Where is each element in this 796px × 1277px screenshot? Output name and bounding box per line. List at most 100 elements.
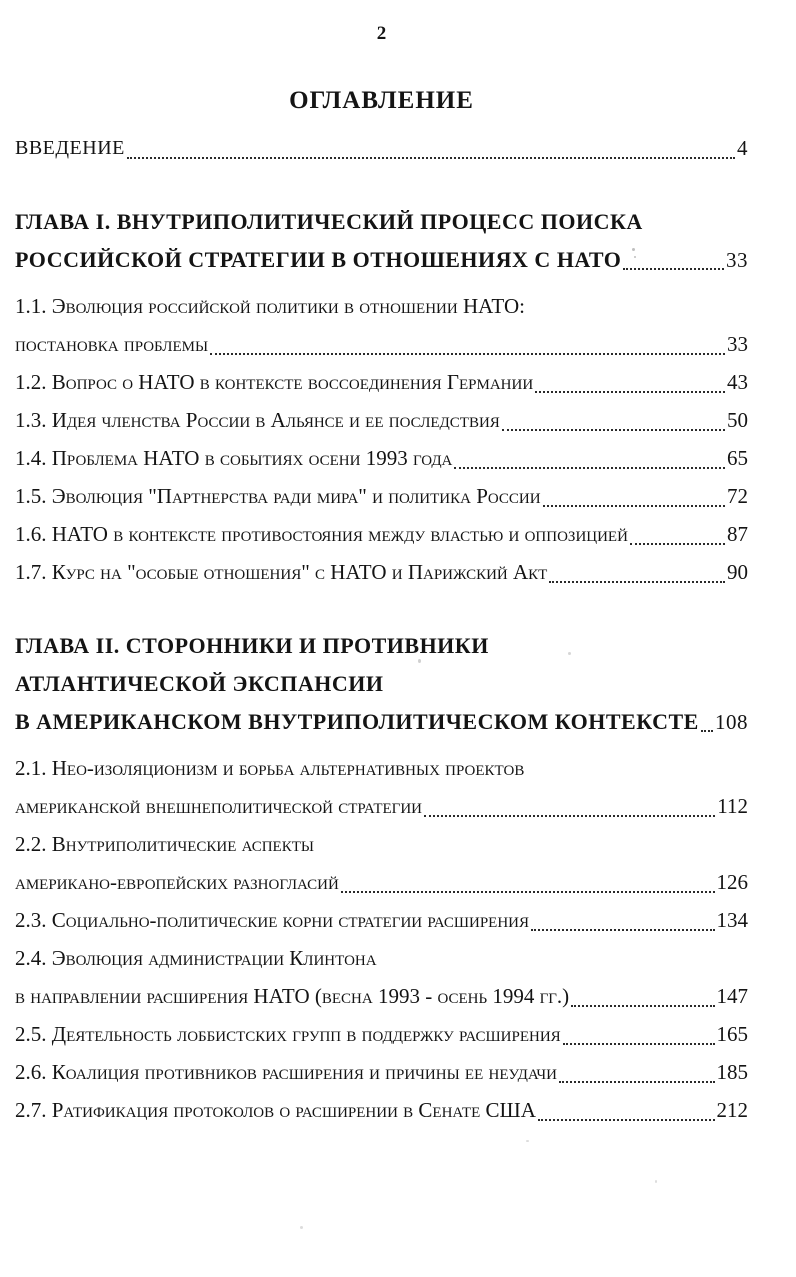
toc-entries: ВВЕДЕНИЕ 4 ГЛАВА I. ВНУТРИПОЛИТИЧЕСКИЙ ПРО… — [15, 129, 748, 1129]
toc-line: 1.2. Вопрос о НАТО в контексте воссоедин… — [15, 363, 748, 401]
toc-line: американской внешнеполитической стратеги… — [15, 787, 748, 825]
toc-line: РОССИЙСКОЙ СТРАТЕГИИ В ОТНОШЕНИЯХ С НАТО… — [15, 241, 748, 279]
toc-entry-section-2-7: 2.7. Ратификация протоколов о расширении… — [15, 1091, 748, 1129]
toc-line: 2.1. Нео-изоляционизм и борьба альтернат… — [15, 749, 748, 787]
toc-page-number: 165 — [716, 1022, 749, 1046]
dot-leader — [424, 815, 716, 817]
toc-line: ГЛАВА II. СТОРОННИКИ И ПРОТИВНИКИ — [15, 627, 748, 665]
dot-leader — [535, 391, 725, 393]
toc-entry-section-1-1: 1.1. Эволюция российской политики в отно… — [15, 287, 748, 363]
toc-entry-text: в направлении расширения НАТО (весна 199… — [15, 984, 570, 1008]
toc-page-number: 185 — [716, 1060, 749, 1084]
toc-line: 1.6. НАТО в контексте противостояния меж… — [15, 515, 748, 553]
dot-leader — [126, 157, 735, 159]
toc-line: 1.7. Курс на "особые отношения" с НАТО и… — [15, 553, 748, 591]
toc-page-number: 87 — [727, 522, 748, 546]
toc-entry-text: американо-европейских разногласий — [15, 870, 339, 894]
toc-page-number: 112 — [717, 794, 748, 818]
toc-page-number: 147 — [716, 984, 749, 1008]
scan-noise-speck — [418, 659, 421, 663]
dot-leader — [210, 353, 725, 355]
toc-title: ОГЛАВЛЕНИЕ — [289, 87, 474, 114]
toc-line: ГЛАВА I. ВНУТРИПОЛИТИЧЕСКИЙ ПРОЦЕСС ПОИС… — [15, 203, 748, 241]
toc-entry-text: 2.3. Социально-политические корни страте… — [15, 908, 530, 932]
toc-page-number: 134 — [716, 908, 749, 932]
toc-entry-text: 2.2. Внутриполитические аспекты — [15, 832, 314, 856]
toc-line: АТЛАНТИЧЕСКОЙ ЭКСПАНСИИ — [15, 665, 748, 703]
toc-entry-section-1-4: 1.4. Проблема НАТО в событиях осени 1993… — [15, 439, 748, 477]
toc-entry-text: 1.4. Проблема НАТО в событиях осени 1993… — [15, 446, 453, 470]
toc-entry-section-2-5: 2.5. Деятельность лоббистских групп в по… — [15, 1015, 748, 1053]
toc-entry-section-1-5: 1.5. Эволюция "Партнерства ради мира" и … — [15, 477, 748, 515]
toc-entry-section-1-7: 1.7. Курс на "особые отношения" с НАТО и… — [15, 553, 748, 591]
toc-line: 1.3. Идея членства России в Альянсе и ее… — [15, 401, 748, 439]
toc-page-number: 50 — [727, 408, 748, 432]
toc-entry-section-2-3: 2.3. Социально-политические корни страте… — [15, 901, 748, 939]
page-number: 2 — [376, 23, 387, 44]
toc-entry-text: 2.6. Коалиция противников расширения и п… — [15, 1060, 557, 1084]
toc-page-number: 43 — [727, 370, 748, 394]
toc-line: 1.5. Эволюция "Партнерства ради мира" и … — [15, 477, 748, 515]
toc-entry-text: 1.6. НАТО в контексте противостояния меж… — [15, 522, 628, 546]
toc-line: 2.7. Ратификация протоколов о расширении… — [15, 1091, 748, 1129]
toc-line: 2.5. Деятельность лоббистских групп в по… — [15, 1015, 748, 1053]
toc-entry-text: ГЛАВА I. ВНУТРИПОЛИТИЧЕСКИЙ ПРОЦЕСС ПОИС… — [15, 209, 643, 234]
toc-page-number: 33 — [727, 332, 748, 356]
toc-entry-text: 1.1. Эволюция российской политики в отно… — [15, 294, 525, 318]
toc-entry-section-2-1: 2.1. Нео-изоляционизм и борьба альтернат… — [15, 749, 748, 825]
dot-leader — [537, 1119, 715, 1121]
toc-line: 2.6. Коалиция противников расширения и п… — [15, 1053, 748, 1091]
scan-noise-speck — [655, 1180, 657, 1183]
toc-page-number: 72 — [727, 484, 748, 508]
dot-leader — [340, 891, 715, 893]
toc-line: 2.2. Внутриполитические аспекты — [15, 825, 748, 863]
toc-line: 2.4. Эволюция администрации Клинтона — [15, 939, 748, 977]
scan-noise-speck — [300, 1226, 303, 1229]
toc-line: постановка проблемы 33 — [15, 325, 748, 363]
toc-entry-text: 1.5. Эволюция "Партнерства ради мира" и … — [15, 484, 541, 508]
toc-entry-text: 2.1. Нео-изоляционизм и борьба альтернат… — [15, 756, 525, 780]
dot-leader — [629, 543, 725, 545]
toc-entry-section-2-4: 2.4. Эволюция администрации Клинтона в на… — [15, 939, 748, 1015]
toc-entry-text: ВВЕДЕНИЕ — [15, 137, 125, 159]
toc-line: ВВЕДЕНИЕ 4 — [15, 129, 748, 167]
dot-leader — [700, 730, 713, 732]
toc-entry-vvedenie: ВВЕДЕНИЕ 4 — [15, 129, 748, 167]
toc-line: 2.3. Социально-политические корни страте… — [15, 901, 748, 939]
dot-leader — [562, 1043, 715, 1045]
toc-line: В АМЕРИКАНСКОМ ВНУТРИПОЛИТИЧЕСКОМ КОНТЕК… — [15, 703, 748, 741]
dot-leader — [623, 268, 724, 270]
toc-entry-section-1-2: 1.2. Вопрос о НАТО в контексте воссоедин… — [15, 363, 748, 401]
scan-noise-speck — [526, 1140, 529, 1142]
toc-entry-text: РОССИЙСКОЙ СТРАТЕГИИ В ОТНОШЕНИЯХ С НАТО — [15, 247, 622, 272]
toc-entry-text: 2.4. Эволюция администрации Клинтона — [15, 946, 377, 970]
toc-entry-section-1-3: 1.3. Идея членства России в Альянсе и ее… — [15, 401, 748, 439]
toc-page-number: 4 — [737, 136, 748, 160]
scan-noise-speck — [632, 248, 635, 251]
toc-page-number: 126 — [716, 870, 749, 894]
dot-leader — [558, 1081, 715, 1083]
page-content: 2 ОГЛАВЛЕНИЕ ВВЕДЕНИЕ 4 ГЛАВА I. ВНУТРИПОЛ… — [15, 23, 748, 1129]
toc-page-number: 33 — [726, 248, 748, 272]
toc-entry-chapter-1: ГЛАВА I. ВНУТРИПОЛИТИЧЕСКИЙ ПРОЦЕСС ПОИС… — [15, 203, 748, 279]
dot-leader — [501, 429, 725, 431]
dot-leader — [531, 929, 715, 931]
toc-entry-text: 1.2. Вопрос о НАТО в контексте воссоедин… — [15, 370, 534, 394]
toc-entry-text: 1.3. Идея членства России в Альянсе и ее… — [15, 408, 500, 432]
toc-entry-text: американской внешнеполитической стратеги… — [15, 794, 423, 818]
toc-entry-text: АТЛАНТИЧЕСКОЙ ЭКСПАНСИИ — [15, 671, 384, 696]
dot-leader — [571, 1005, 715, 1007]
toc-entry-text: постановка проблемы — [15, 332, 209, 356]
toc-entry-text: ГЛАВА II. СТОРОННИКИ И ПРОТИВНИКИ — [15, 633, 489, 658]
toc-line: американо-европейских разногласий 126 — [15, 863, 748, 901]
toc-page-number: 90 — [727, 560, 748, 584]
toc-entry-chapter-2: ГЛАВА II. СТОРОННИКИ И ПРОТИВНИКИ АТЛАНТИ… — [15, 627, 748, 741]
dot-leader — [454, 467, 725, 469]
toc-entry-text: 2.7. Ратификация протоколов о расширении… — [15, 1098, 536, 1122]
scan-noise-speck — [634, 256, 636, 258]
toc-entry-text: 2.5. Деятельность лоббистских групп в по… — [15, 1022, 561, 1046]
dot-leader — [542, 505, 725, 507]
toc-line: 1.4. Проблема НАТО в событиях осени 1993… — [15, 439, 748, 477]
toc-page-number: 108 — [715, 710, 748, 734]
